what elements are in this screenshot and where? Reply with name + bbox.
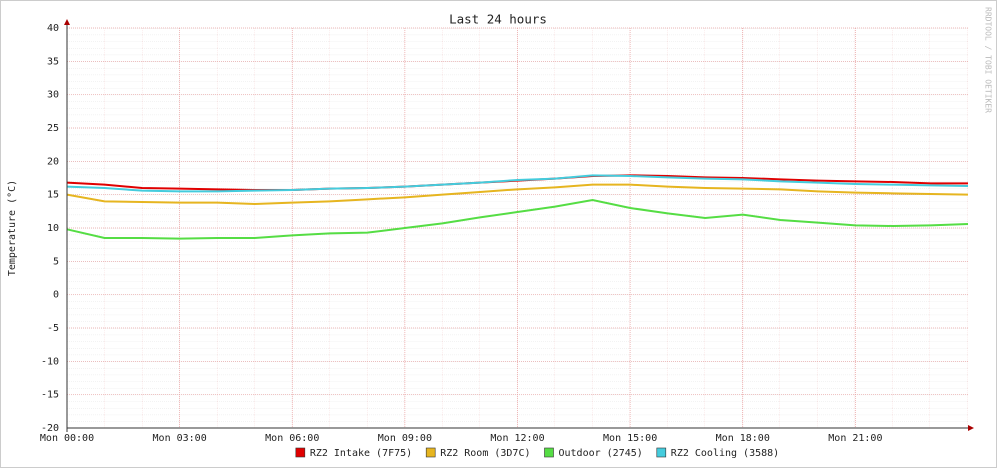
- x-tick-label: Mon 21:00: [828, 433, 882, 444]
- legend-swatch: [425, 447, 436, 458]
- x-tick-label: Mon 12:00: [490, 433, 544, 444]
- legend-label: RZ2 Cooling (3588): [671, 448, 779, 459]
- y-tick-label: 15: [47, 190, 59, 201]
- x-tick-label: Mon 06:00: [265, 433, 319, 444]
- legend-swatch: [656, 447, 667, 458]
- y-tick-label: 0: [53, 290, 59, 301]
- y-tick-label: 25: [47, 123, 59, 134]
- x-tick-label: Mon 09:00: [378, 433, 432, 444]
- chart-title: Last 24 hours: [449, 12, 547, 27]
- y-tick-label: -15: [41, 390, 59, 401]
- y-tick-label: 35: [47, 56, 59, 67]
- y-tick-label: 20: [47, 156, 59, 167]
- y-tick-label: 10: [47, 223, 59, 234]
- series-line: [66, 198, 969, 240]
- legend-label: Outdoor (2745): [559, 448, 643, 459]
- y-tick-label: 5: [53, 256, 59, 267]
- series-line: [66, 183, 969, 206]
- watermark: RRDTOOL / TOBI OETIKER: [984, 7, 993, 113]
- y-tick-label: -5: [47, 323, 59, 334]
- y-axis-label: Temperature (°C): [7, 180, 18, 276]
- legend-label: RZ2 Room (3D7C): [440, 448, 530, 459]
- y-tick-label: -20: [41, 423, 59, 434]
- x-tick-label: Mon 15:00: [603, 433, 657, 444]
- y-tick-label: 30: [47, 90, 59, 101]
- y-tick-label: -10: [41, 356, 59, 367]
- axis-arrow: [968, 425, 974, 431]
- y-tick-label: 40: [47, 23, 59, 34]
- legend-swatch: [544, 447, 554, 458]
- legend-swatch: [295, 447, 306, 458]
- x-tick-label: Mon 03:00: [153, 433, 207, 444]
- legend-label: RZ2 Intake (7F75): [310, 448, 412, 459]
- series-line: [66, 174, 969, 193]
- x-tick-label: Mon 00:00: [40, 433, 94, 444]
- axis-arrow: [64, 19, 70, 25]
- x-tick-label: Mon 18:00: [716, 433, 770, 444]
